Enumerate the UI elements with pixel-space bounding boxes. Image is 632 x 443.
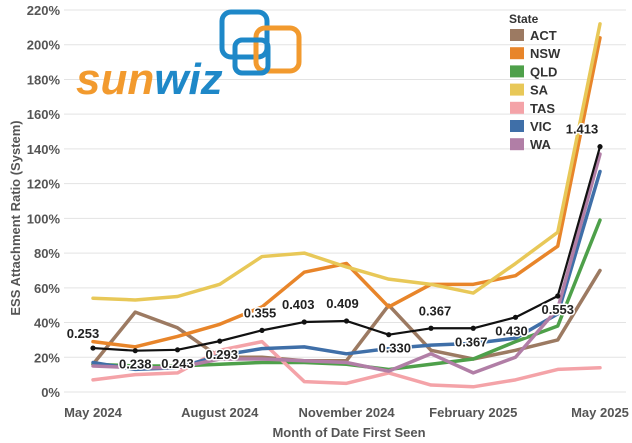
data-labels: 0.253 0.238 0.243 0.293 0.355 0.403 0.409 0.330… — [65, 120, 600, 373]
y-axis: 0% 20% 40% 60% 80% 100% 120% 140% 160% 180% 200% 22… — [27, 3, 61, 400]
total-point — [301, 319, 307, 325]
y-tick-label: 140% — [27, 142, 61, 157]
y-axis-title: ESS Attachment Ratio (System) — [8, 120, 23, 315]
x-tick-label: August 2024 — [181, 405, 259, 420]
y-tick-label: 40% — [34, 316, 60, 331]
legend-swatch-wa — [510, 138, 524, 151]
total-data-label: 0.553 — [541, 302, 574, 317]
x-axis: May 2024 August 2024 November 2024 February… — [64, 405, 629, 420]
logo-square-blue — [219, 9, 270, 60]
y-tick-label: 0% — [41, 385, 60, 400]
y-tick-label: 80% — [34, 246, 60, 261]
total-data-label: 0.367 — [455, 334, 488, 349]
x-tick-label: November 2024 — [298, 405, 395, 420]
series-line-sa — [91, 22, 602, 302]
legend-label-wa: WA — [530, 137, 552, 152]
legend-label-nsw: NSW — [530, 46, 561, 61]
total-point — [174, 347, 181, 353]
y-tick-label: 160% — [27, 107, 61, 122]
legend-label-sa: SA — [530, 83, 549, 98]
series-line-tas — [91, 339, 602, 389]
logo-square-blue-small — [232, 37, 271, 76]
legend-label-tas: TAS — [530, 101, 555, 116]
total-point — [132, 348, 138, 354]
x-axis-title: Month of Date First Seen — [272, 425, 425, 440]
logo-text-sun: sun — [76, 55, 154, 104]
legend-swatch-nsw — [510, 47, 524, 60]
series-lines — [91, 22, 602, 389]
total-point — [428, 325, 434, 331]
total-point — [259, 327, 265, 333]
total-point — [512, 314, 519, 320]
total-data-label: 0.409 — [326, 296, 359, 311]
y-tick-label: 200% — [27, 38, 61, 53]
y-tick-label: 60% — [34, 281, 60, 296]
total-data-label: 0.238 — [119, 357, 152, 372]
series-line-wa — [91, 152, 602, 375]
legend-swatch-act — [510, 29, 524, 41]
y-tick-label: 180% — [27, 72, 61, 87]
total-data-label: 1.413 — [566, 122, 599, 137]
y-tick-label: 120% — [27, 177, 61, 192]
total-point — [343, 318, 350, 324]
legend-swatch-tas — [510, 101, 524, 114]
logo-square-orange — [253, 25, 302, 74]
svg-text:sunwiz: sunwiz — [76, 55, 223, 104]
series-line-nsw — [91, 36, 602, 349]
total-data-label: 0.330 — [378, 341, 411, 356]
total-data-label: 0.367 — [419, 303, 452, 318]
total-point — [555, 293, 561, 299]
total-point — [597, 144, 603, 150]
legend-swatch-sa — [510, 83, 524, 96]
legend-label-act: ACT — [530, 28, 557, 43]
total-data-label: 0.293 — [205, 347, 238, 362]
legend-label-qld: QLD — [530, 64, 557, 79]
legend-swatch-qld — [510, 65, 524, 78]
total-point — [217, 338, 223, 344]
total-point — [90, 345, 96, 351]
logo-text-wiz: wiz — [154, 55, 222, 104]
total-data-label: 0.355 — [244, 305, 277, 320]
total-data-label: 0.243 — [161, 356, 194, 371]
legend: State ACT NSW QLD SA TAS VIC WA — [509, 12, 561, 152]
total-data-label: 0.253 — [67, 326, 100, 341]
grid-lines — [64, 9, 626, 393]
total-data-label: 0.430 — [495, 323, 528, 338]
legend-label-vic: VIC — [530, 119, 552, 134]
total-point — [470, 325, 476, 331]
legend-title: State — [509, 12, 539, 26]
total-series — [90, 144, 603, 354]
legend-swatch-vic — [510, 120, 524, 132]
x-tick-label: May 2024 — [64, 405, 123, 420]
total-data-label: 0.403 — [282, 297, 315, 312]
x-tick-label: May 2025 — [571, 405, 629, 420]
x-tick-label: February 2025 — [429, 405, 517, 420]
total-point — [386, 332, 392, 338]
sunwiz-logo: sunwiz — [76, 9, 302, 104]
y-tick-label: 220% — [27, 3, 61, 18]
y-tick-label: 100% — [27, 211, 61, 226]
y-tick-label: 20% — [34, 350, 60, 365]
